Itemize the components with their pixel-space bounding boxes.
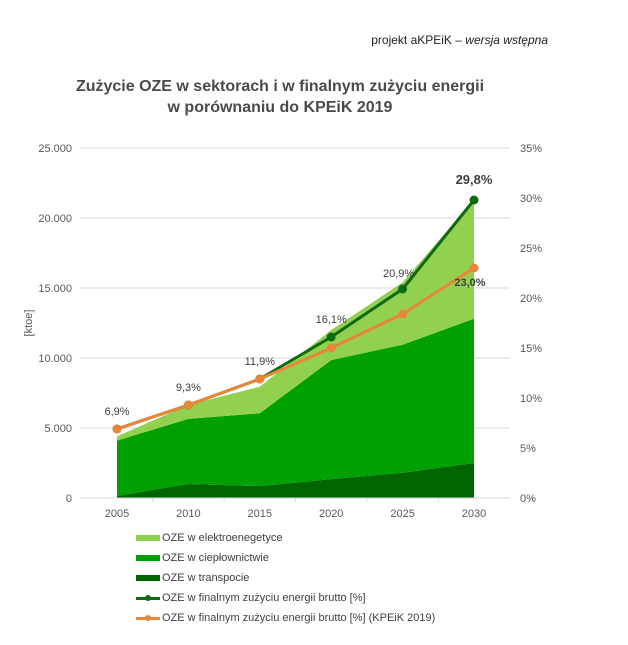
y2-tick-label: 25%	[520, 243, 542, 255]
legend-swatch-electricity	[136, 535, 160, 541]
line-share-kpeik	[116, 266, 475, 431]
x-tick-label: 2020	[319, 508, 343, 520]
legend-item-share[interactable]: OZE w finalnym zużyciu energii brutto [%…	[136, 588, 435, 608]
legend-swatch-heat	[136, 555, 160, 561]
x-tick-label: 2015	[248, 508, 272, 520]
share-lines	[112, 195, 479, 434]
legend-line-marker-icon	[136, 593, 160, 603]
y2-tick-label: 30%	[520, 193, 542, 205]
line-share-kpeik-marker	[255, 374, 265, 384]
header-note: projekt aKPEiK – wersja wstępna	[371, 33, 548, 47]
legend-label: OZE w finalnym zużyciu energii brutto [%…	[162, 612, 436, 624]
chart-title-line2: w porównaniu do KPEiK 2019	[167, 99, 393, 116]
area-transport	[117, 463, 474, 498]
x-tick-label: 2030	[462, 508, 486, 520]
chart-plot: 6,9% 9,3% 11,9% 16,1% 20,9% 29,8% 23,0% 0 5.000…	[23, 143, 542, 520]
y2-tick-label: 15%	[520, 343, 542, 355]
line-share-kpeik-marker	[326, 343, 336, 353]
line-share-marker	[326, 332, 336, 342]
chart-title: Zużycie OZE w sektorach i w finalnym zuż…	[0, 76, 560, 118]
area-electricity	[117, 199, 474, 441]
header-note-project: projekt aKPEiK –	[371, 33, 466, 47]
y-tick-label: 15.000	[38, 283, 72, 295]
data-labels: 6,9% 9,3% 11,9% 16,1% 20,9% 29,8% 23,0%	[104, 172, 492, 418]
header-note-version: wersja wstępna	[465, 33, 548, 47]
data-label: 9,3%	[176, 382, 201, 394]
y2-tick-label: 0%	[520, 493, 536, 505]
area-heat	[117, 318, 474, 496]
data-label: 6,9%	[104, 406, 129, 418]
data-label: 20,9%	[383, 268, 414, 280]
legend-label: OZE w elektroenegetyce	[162, 532, 283, 544]
line-share-marker	[398, 284, 408, 294]
legend-line-marker-icon	[136, 613, 160, 623]
legend-item-heat[interactable]: OZE w ciepłownictwie	[136, 548, 435, 568]
legend-label: OZE w transpocie	[162, 572, 250, 584]
y-tick-label: 20.000	[38, 213, 72, 225]
y2-tick-label: 20%	[520, 293, 542, 305]
chart-title-line1: Zużycie OZE w sektorach i w finalnym zuż…	[75, 78, 485, 95]
line-share-kpeik-marker	[112, 424, 122, 434]
y-tick-label: 25.000	[38, 143, 72, 155]
stacked-areas	[117, 199, 474, 498]
legend-item-share-kpeik[interactable]: OZE w finalnym zużyciu energii brutto [%…	[136, 608, 435, 628]
line-share-kpeik-marker	[469, 263, 479, 273]
legend-label: OZE w ciepłownictwie	[162, 552, 269, 564]
line-share-marker	[469, 195, 479, 205]
legend-item-electricity[interactable]: OZE w elektroenegetyce	[136, 528, 435, 548]
line-share-kpeik-marker	[398, 309, 408, 319]
y-tick-label: 10.000	[38, 353, 72, 365]
y-tick-label: 0	[66, 493, 72, 505]
y-axis-title: [ktoe]	[23, 310, 35, 337]
y2-tick-label: 5%	[520, 443, 536, 455]
legend-item-transport[interactable]: OZE w transpocie	[136, 568, 435, 588]
y2-tick-label: 10%	[520, 393, 542, 405]
legend-label: OZE w finalnym zużyciu energii brutto [%…	[162, 592, 366, 604]
data-label: 29,8%	[456, 172, 493, 187]
data-label: 16,1%	[316, 314, 347, 326]
data-label: 11,9%	[245, 356, 276, 368]
x-tick-label: 2025	[390, 508, 414, 520]
x-tick-label: 2010	[176, 508, 200, 520]
y2-tick-label: 35%	[520, 143, 542, 155]
chart-legend: OZE w elektroenegetyce OZE w ciepłownict…	[136, 528, 435, 628]
y-tick-label: 5.000	[44, 423, 72, 435]
x-tick-label: 2005	[105, 508, 129, 520]
data-label: 23,0%	[454, 277, 485, 289]
line-share-kpeik-marker	[183, 400, 193, 410]
axes: 0 5.000 10.000 15.000 20.000 25.000 0% 5% 10% 15%…	[23, 143, 542, 520]
legend-swatch-transport	[136, 575, 160, 581]
